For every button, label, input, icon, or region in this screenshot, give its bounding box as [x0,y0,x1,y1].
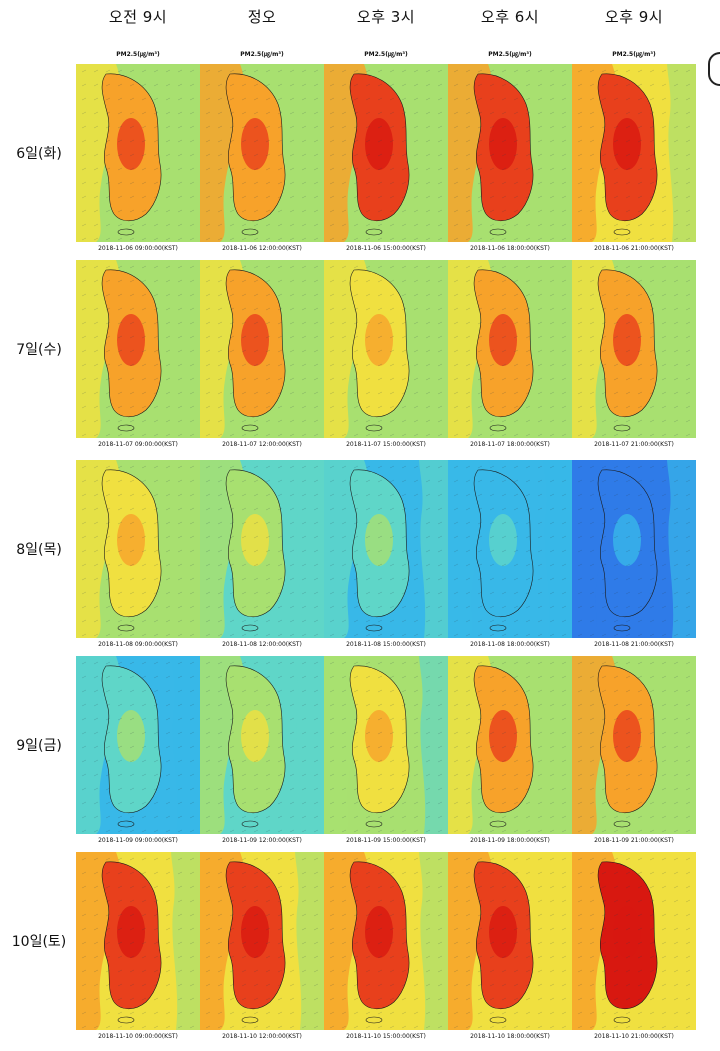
panel-unit-label: PM2.5(㎍/m³) [612,51,656,58]
panel-timestamp: 2018-11-06 09:00:00(KST) [98,245,178,252]
pm25-panel: 2018-11-07 15:00:00(KST) [324,260,448,448]
panel-timestamp: 2018-11-10 15:00:00(KST) [346,1033,426,1040]
pm25-concentration-map [572,460,696,638]
panel-timestamp: 2018-11-08 15:00:00(KST) [346,641,426,648]
row-header-3: 8일(목) [16,542,62,558]
panel-timestamp: 2018-11-06 18:00:00(KST) [470,245,550,252]
pm25-panel: 2018-11-10 12:00:00(KST) [200,852,324,1040]
pm25-panel: 2018-11-07 09:00:00(KST) [76,260,200,448]
panel-unit-label: PM2.5(㎍/m³) [116,51,160,58]
pm25-panel: 2018-11-10 09:00:00(KST) [76,852,200,1040]
pm25-panel: 2018-11-09 21:00:00(KST) [572,656,696,844]
pm25-concentration-map [200,852,324,1030]
pm25-panel: 2018-11-07 12:00:00(KST) [200,260,324,448]
panel-timestamp: 2018-11-08 21:00:00(KST) [594,641,674,648]
pm25-panel: PM2.5(㎍/m³) 2018-11-06 09:00:00(KST) [76,51,200,252]
pm25-concentration-map [76,460,200,638]
pm25-panel: 2018-11-10 15:00:00(KST) [324,852,448,1040]
pm25-concentration-map [448,852,572,1030]
pm25-concentration-map [572,64,696,242]
pm25-concentration-map [448,460,572,638]
pm25-panel: 2018-11-09 18:00:00(KST) [448,656,572,844]
panel-timestamp: 2018-11-07 15:00:00(KST) [346,441,426,448]
pm25-concentration-map [324,260,448,438]
panel-timestamp: 2018-11-07 18:00:00(KST) [470,441,550,448]
pm25-panel: PM2.5(㎍/m³) 2018-11-06 12:00:00(KST) [200,51,324,252]
pm25-panel: 2018-11-09 09:00:00(KST) [76,656,200,844]
panel-timestamp: 2018-11-06 15:00:00(KST) [346,245,426,252]
panel-timestamp: 2018-11-09 15:00:00(KST) [346,837,426,844]
pm25-concentration-map [76,260,200,438]
pm25-panel: PM2.5(㎍/m³) 2018-11-06 15:00:00(KST) [324,51,448,252]
pm25-concentration-map [76,64,200,242]
panel-timestamp: 2018-11-08 12:00:00(KST) [222,641,302,648]
column-header-2: 정오 [247,8,277,26]
row-header-1: 6일(화) [16,146,62,162]
pm25-concentration-map [324,852,448,1030]
pm25-concentration-map [200,656,324,834]
pm25-panel: 2018-11-07 18:00:00(KST) [448,260,572,448]
pm25-panel: 2018-11-08 12:00:00(KST) [200,460,324,648]
pm25-concentration-map [448,64,572,242]
pm25-panel: 2018-11-09 12:00:00(KST) [200,656,324,844]
pm25-concentration-map [324,64,448,242]
panel-timestamp: 2018-11-10 21:00:00(KST) [594,1033,674,1040]
pm25-concentration-map [448,656,572,834]
column-header-4: 오후 6시 [480,8,540,26]
pm25-panel: 2018-11-08 21:00:00(KST) [572,460,696,648]
panel-timestamp: 2018-11-09 09:00:00(KST) [98,837,178,844]
pm25-concentration-map [448,260,572,438]
row-header-2: 7일(수) [16,342,62,358]
pm25-panel: 2018-11-07 21:00:00(KST) [572,260,696,448]
pm25-concentration-map [324,460,448,638]
pm25-concentration-map [572,260,696,438]
pm25-panel: 2018-11-08 09:00:00(KST) [76,460,200,648]
pm25-concentration-map [324,656,448,834]
panel-timestamp: 2018-11-06 12:00:00(KST) [222,245,302,252]
pm25-concentration-map [572,656,696,834]
row-header-5: 10일(토) [11,934,67,950]
pm25-panel: PM2.5(㎍/m³) 2018-11-06 21:00:00(KST) [572,51,696,252]
panel-timestamp: 2018-11-07 21:00:00(KST) [594,441,674,448]
panel-timestamp: 2018-11-10 18:00:00(KST) [470,1033,550,1040]
panel-unit-label: PM2.5(㎍/m³) [488,51,532,58]
pm25-panel: 2018-11-08 18:00:00(KST) [448,460,572,648]
pm25-panel: 2018-11-10 21:00:00(KST) [572,852,696,1040]
pm25-panel: 2018-11-09 15:00:00(KST) [324,656,448,844]
pm25-panel: PM2.5(㎍/m³) 2018-11-06 18:00:00(KST) [448,51,572,252]
panel-timestamp: 2018-11-07 09:00:00(KST) [98,441,178,448]
column-header-3: 오후 3시 [356,8,416,26]
row-header-4: 9일(금) [16,738,62,754]
panel-timestamp: 2018-11-10 12:00:00(KST) [222,1033,302,1040]
panel-timestamp: 2018-11-09 21:00:00(KST) [594,837,674,844]
pm25-concentration-map [76,656,200,834]
pm25-concentration-map [200,260,324,438]
pm25-panel: 2018-11-08 15:00:00(KST) [324,460,448,648]
column-header-5: 오후 9시 [604,8,664,26]
panel-timestamp: 2018-11-10 09:00:00(KST) [98,1033,178,1040]
panel-unit-label: PM2.5(㎍/m³) [240,51,284,58]
panel-timestamp: 2018-11-08 18:00:00(KST) [470,641,550,648]
panel-timestamp: 2018-11-09 12:00:00(KST) [222,837,302,844]
panel-timestamp: 2018-11-08 09:00:00(KST) [98,641,178,648]
pm25-panel: 2018-11-10 18:00:00(KST) [448,852,572,1040]
column-header-1: 오전 9시 [108,8,168,26]
panel-unit-label: PM2.5(㎍/m³) [364,51,408,58]
panel-timestamp: 2018-11-07 12:00:00(KST) [222,441,302,448]
panel-timestamp: 2018-11-06 21:00:00(KST) [594,245,674,252]
panel-timestamp: 2018-11-09 18:00:00(KST) [470,837,550,844]
pm25-concentration-map [200,64,324,242]
pm25-concentration-map [200,460,324,638]
edge-bracket [708,52,720,86]
pm25-concentration-map [76,852,200,1030]
pm25-concentration-map [572,852,696,1030]
